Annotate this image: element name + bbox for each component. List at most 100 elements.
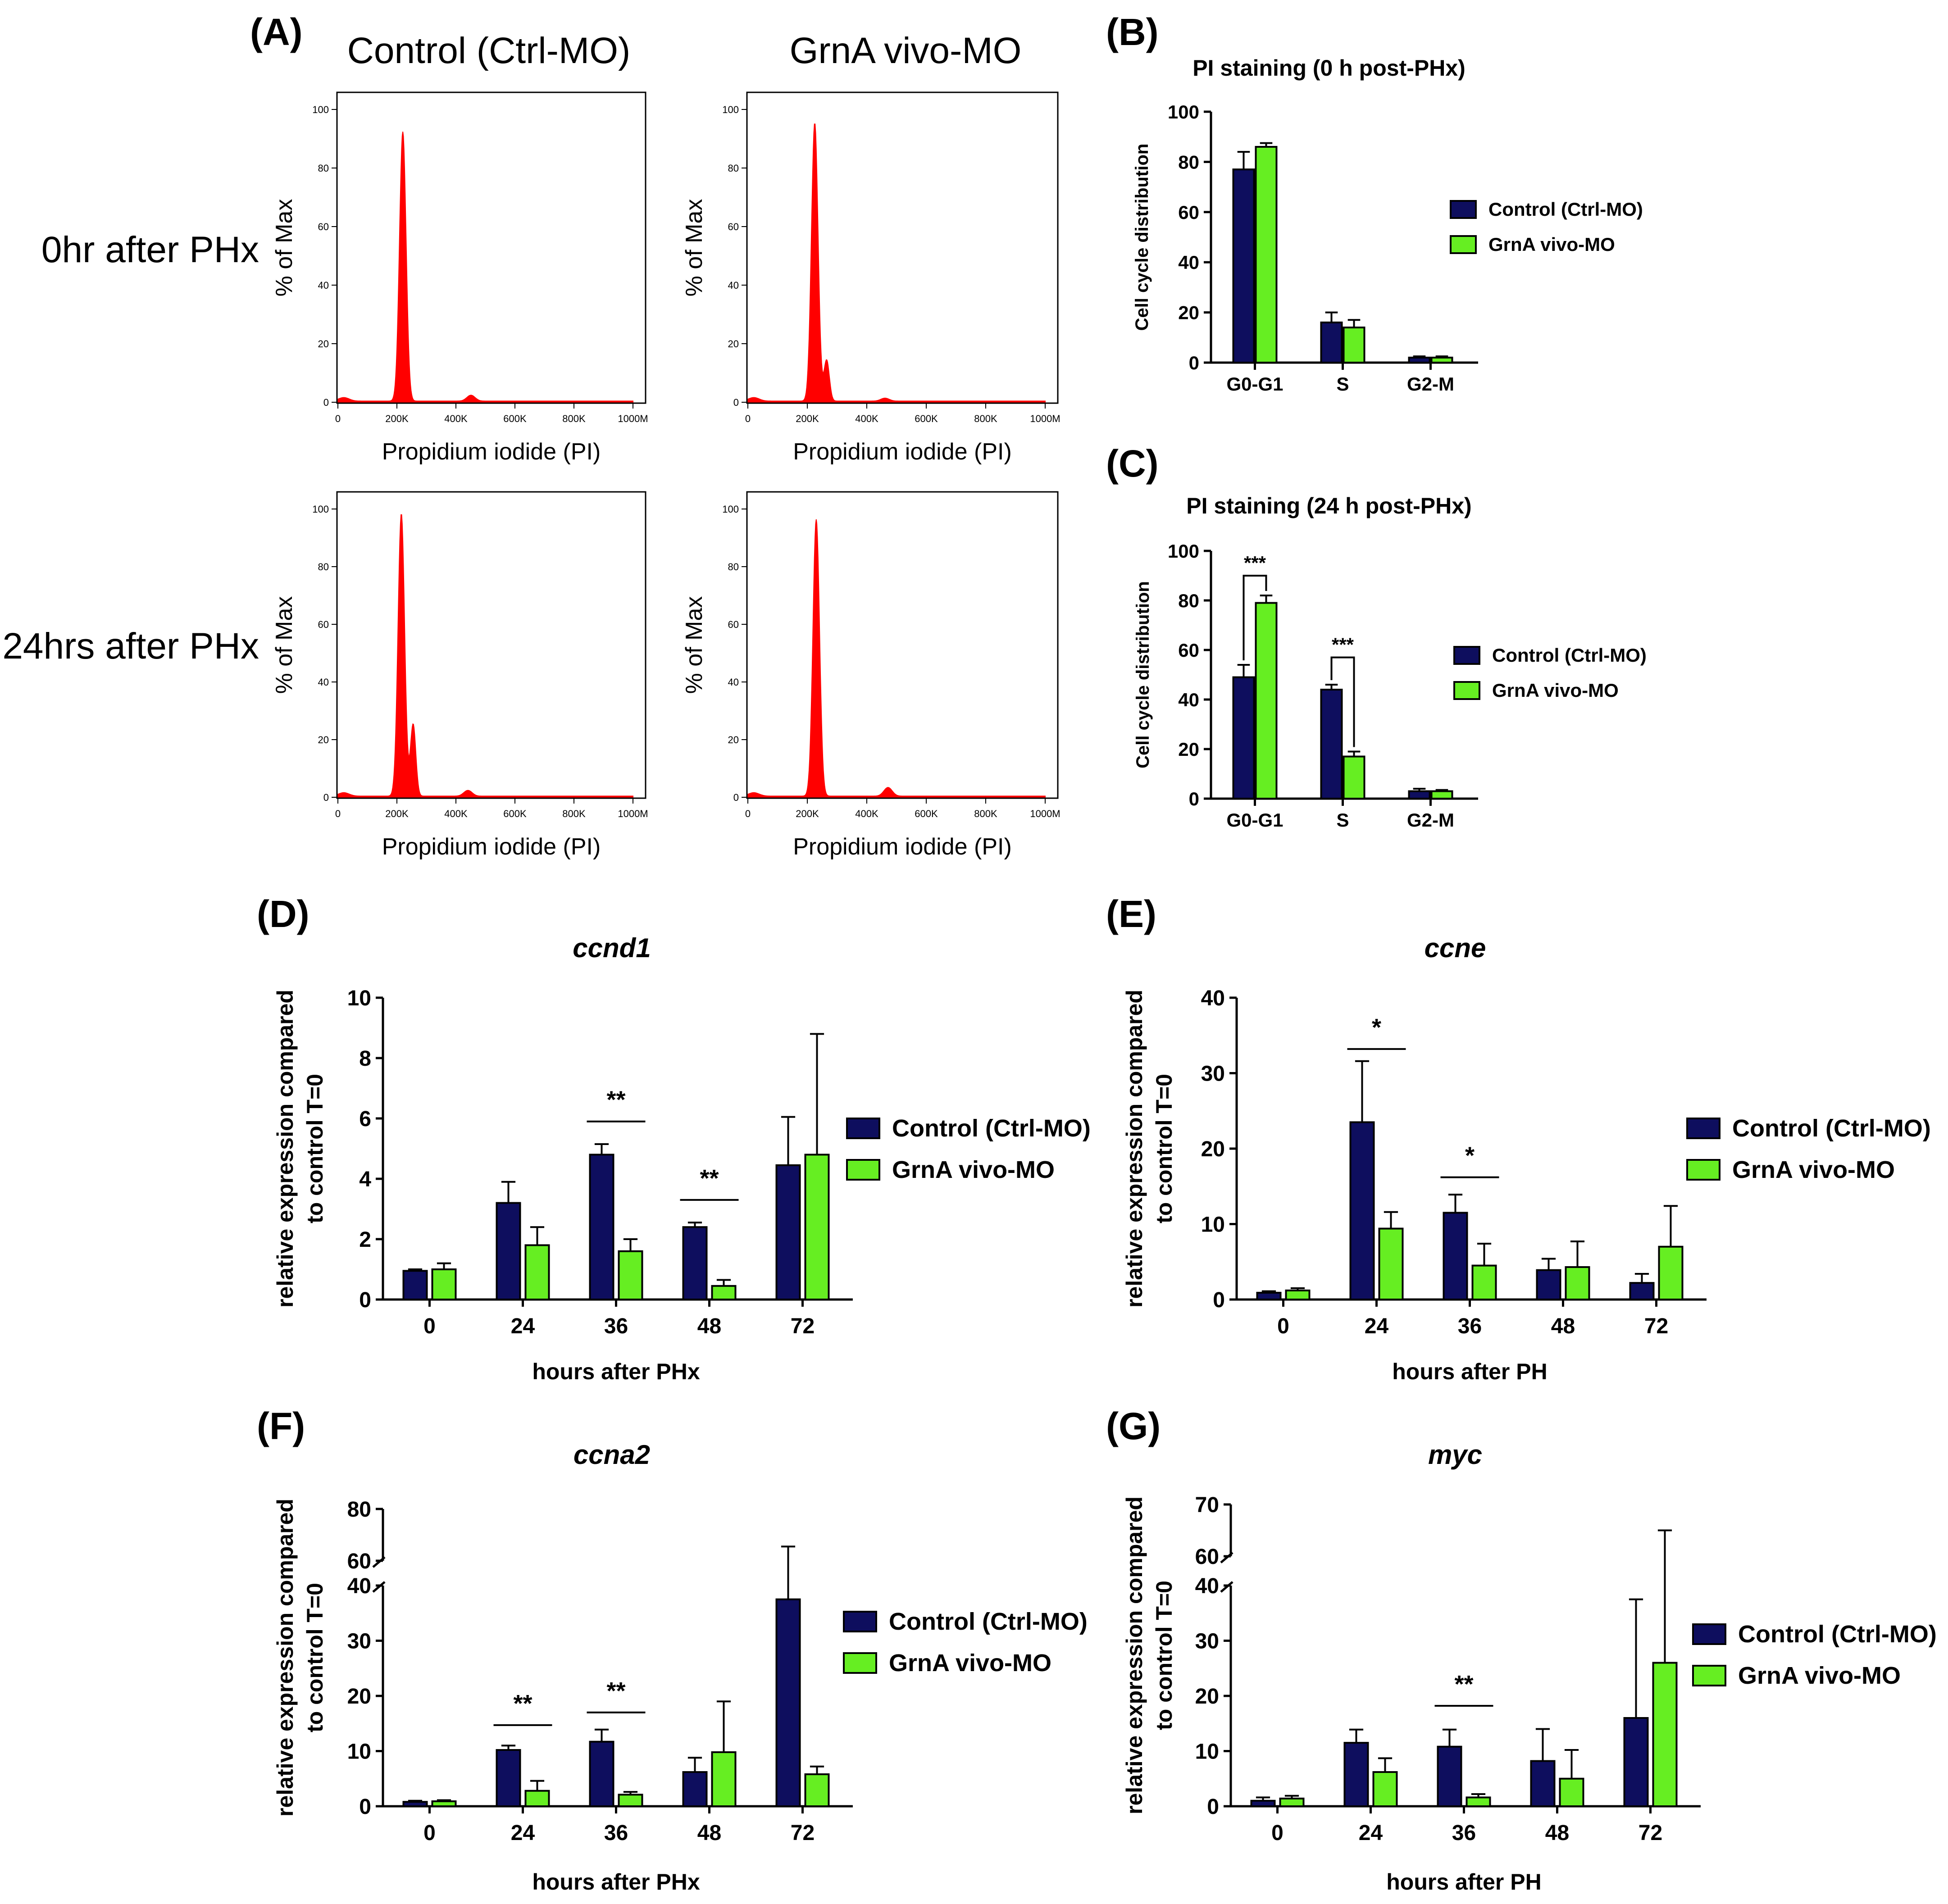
x-tick-label: G2-M <box>1407 809 1454 831</box>
chart-title: ccna2 <box>573 1440 650 1470</box>
flow-histogram-4: 0 20 40 60 80 100 0 200K 400K 600K 800K 1000M % of M… <box>681 491 1060 860</box>
bar-control <box>775 1598 801 1807</box>
chart-title: PI staining (0 h post-PHx) <box>1192 55 1466 81</box>
y-axis-label: relative expression compared to control T… <box>273 1499 328 1817</box>
bar-control <box>496 1749 521 1808</box>
panel-label-b: (B) <box>1106 11 1159 53</box>
flow-plot-frame <box>746 491 1059 799</box>
y-tick-label: 0 <box>1213 1288 1225 1312</box>
flow-column-title-control: Control (Ctrl-MO) <box>347 30 631 71</box>
flow-y-tick-label: 0 <box>733 792 739 803</box>
flow-y-axis-label: % of Max <box>681 596 707 694</box>
x-tick-label: G0-G1 <box>1226 809 1283 831</box>
flow-y-tick-label: 60 <box>728 221 739 232</box>
legend-swatch-grna <box>1450 235 1477 254</box>
y-tick-label: 10 <box>1201 1213 1225 1237</box>
bar-control <box>1232 168 1255 364</box>
significance-stars: ** <box>513 1690 532 1717</box>
flow-x-tick-label: 0 <box>335 413 341 424</box>
y-tick-label: 10 <box>347 986 371 1010</box>
y-tick-label: 10 <box>347 1740 371 1764</box>
legend-label-grna: GrnA vivo-MO <box>1738 1662 1901 1689</box>
flow-y-tick-label: 0 <box>323 792 329 803</box>
bar-control <box>589 1154 614 1300</box>
legend-label-grna: GrnA vivo-MO <box>889 1650 1051 1677</box>
x-tick-label: 72 <box>1644 1314 1668 1338</box>
y-tick-label: 0 <box>359 1795 371 1819</box>
flow-y-tick-label: 100 <box>312 504 329 515</box>
bar-control <box>1256 1291 1282 1301</box>
bar-control <box>1437 1745 1462 1807</box>
y-tick-label: 0 <box>1207 1795 1219 1819</box>
bar-control <box>1250 1799 1276 1807</box>
y-tick-label: 30 <box>1201 1062 1225 1086</box>
bar-grna <box>524 1790 550 1807</box>
x-axis-label: hours after PH <box>1392 1359 1547 1384</box>
bar-grna <box>1559 1777 1584 1807</box>
bar-grna <box>1471 1264 1497 1300</box>
panel-label-c: (C) <box>1106 442 1159 485</box>
y-tick-label: 70 <box>1195 1493 1219 1517</box>
x-tick-label: 24 <box>511 1314 535 1338</box>
y-tick-label: 20 <box>1195 1685 1219 1709</box>
flow-x-tick-label: 800K <box>974 413 997 424</box>
y-tick-label: 100 <box>1168 101 1199 123</box>
flow-x-axis-label: Propidium iodide (PI) <box>382 834 601 860</box>
significance-bracket <box>1330 656 1355 747</box>
x-tick-label: 24 <box>1359 1821 1383 1845</box>
legend-swatch-control <box>1692 1623 1726 1645</box>
chart-title: myc <box>1428 1440 1482 1470</box>
y-axis-label-line: to control T=0 <box>1152 1074 1177 1223</box>
y-axis-label: relative expression compared to control T… <box>1122 1496 1177 1814</box>
flow-x-tick-label: 400K <box>855 808 878 819</box>
x-tick-label: S <box>1336 809 1349 831</box>
x-tick-label: 72 <box>1639 1821 1662 1845</box>
flow-x-tick-label: 800K <box>562 413 586 424</box>
legend-label-grna: GrnA vivo-MO <box>1732 1156 1895 1183</box>
flow-y-tick-label: 80 <box>728 561 739 573</box>
x-tick-label: 0 <box>1271 1821 1283 1845</box>
flow-y-axis-label: % of Max <box>271 596 297 694</box>
y-axis-label-line: to control T=0 <box>302 1583 328 1732</box>
flow-x-tick-label: 800K <box>974 808 997 819</box>
flow-row-title-0hr: 0hr after PHx <box>41 229 259 270</box>
panel-label-f: (F) <box>257 1405 305 1447</box>
legend-swatch-control <box>843 1611 877 1632</box>
legend-swatch-grna <box>1453 681 1480 700</box>
x-tick-label: G0-G1 <box>1226 373 1283 395</box>
legend-swatch-grna <box>1692 1665 1726 1686</box>
y-tick-label: 100 <box>1168 541 1199 562</box>
flow-y-tick-label: 20 <box>728 338 739 350</box>
flow-x-tick-label: 200K <box>385 413 409 424</box>
flow-x-tick-label: 1000M <box>1030 808 1060 819</box>
flow-y-tick-label: 80 <box>728 163 739 174</box>
y-tick-label: 40 <box>1201 986 1225 1010</box>
y-tick-label: 6 <box>359 1107 371 1131</box>
bar-grna <box>1372 1771 1398 1808</box>
bar-control <box>1320 321 1343 364</box>
flow-y-tick-label: 100 <box>312 104 329 115</box>
flow-y-tick-label: 40 <box>728 280 739 291</box>
significance-stars: *** <box>1332 634 1354 655</box>
legend-swatch-control <box>1686 1118 1720 1139</box>
x-tick-label: 72 <box>791 1821 815 1845</box>
y-tick-label: 40 <box>347 1574 371 1598</box>
x-tick-label: 0 <box>423 1821 436 1845</box>
bar-grna <box>1430 790 1453 800</box>
y-tick-label: 4 <box>359 1168 371 1191</box>
bar-grna <box>1652 1662 1678 1807</box>
bar-grna <box>1658 1245 1684 1300</box>
bar-control <box>1232 676 1255 800</box>
flow-y-tick-label: 80 <box>318 163 329 174</box>
y-tick-label: 40 <box>1195 1574 1219 1598</box>
bar-control <box>1443 1212 1468 1300</box>
flow-y-tick-label: 20 <box>318 734 329 745</box>
bar-chart-e: ccne 0 10 20 30 40 0 24 36 48 72 * * relative express… <box>1122 933 1931 1384</box>
y-tick-label: 80 <box>1178 151 1199 173</box>
legend-label-control: Control (Ctrl-MO) <box>1492 645 1647 666</box>
legend-label-control: Control (Ctrl-MO) <box>1732 1115 1931 1142</box>
x-tick-label: 0 <box>1277 1314 1289 1338</box>
y-axis-label: relative expression compared to control T… <box>273 990 328 1308</box>
